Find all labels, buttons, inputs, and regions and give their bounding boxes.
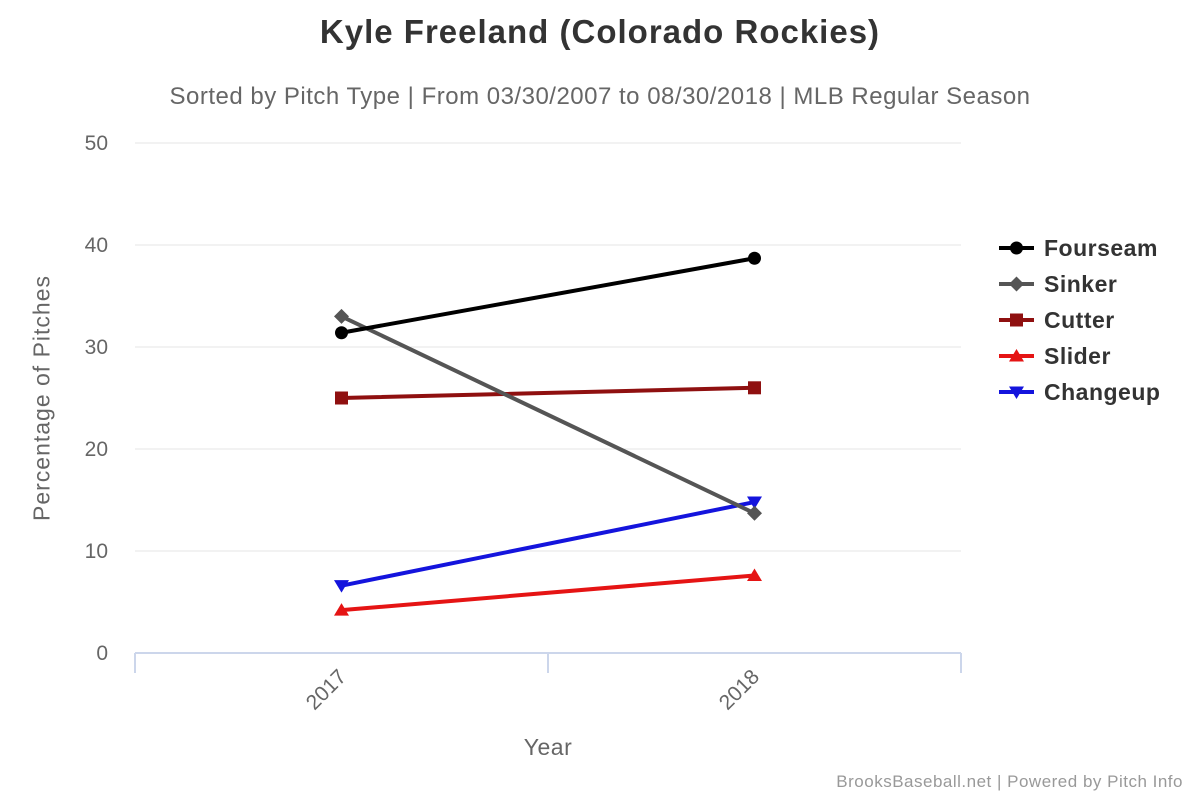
legend-item-slider[interactable]: Slider bbox=[998, 338, 1160, 374]
legend: Fourseam Sinker Cutter Slider Changeup bbox=[998, 230, 1160, 410]
marker-changeup-2018[interactable] bbox=[747, 496, 762, 510]
legend-marker-changeup-icon bbox=[999, 386, 1034, 399]
marker-sinker-2018[interactable] bbox=[747, 505, 762, 521]
marker-fourseam-2018[interactable] bbox=[748, 251, 761, 265]
marker-changeup-2017[interactable] bbox=[334, 580, 349, 593]
series-line-changeup[interactable] bbox=[339, 500, 757, 588]
y-tick-label-40: 40 bbox=[85, 234, 108, 257]
legend-label: Sinker bbox=[1044, 270, 1118, 297]
marker-cutter-2017[interactable] bbox=[335, 391, 348, 405]
x-tick-label-2018: 2018 bbox=[715, 665, 764, 714]
marker-fourseam-2017[interactable] bbox=[335, 326, 348, 340]
series-line-cutter[interactable] bbox=[339, 385, 757, 400]
chart-subtitle: Sorted by Pitch Type | From 03/30/2007 t… bbox=[169, 83, 1031, 110]
legend-item-cutter[interactable]: Cutter bbox=[998, 302, 1160, 338]
x-axis-title: Year bbox=[523, 734, 573, 760]
series-line-slider[interactable] bbox=[339, 573, 757, 613]
legend-marker-sinker-icon bbox=[999, 276, 1034, 292]
y-tick-label-20: 20 bbox=[85, 438, 108, 461]
series-line-sinker[interactable] bbox=[339, 314, 757, 516]
legend-item-changeup[interactable]: Changeup bbox=[998, 374, 1160, 410]
marker-slider-2018[interactable] bbox=[747, 568, 762, 581]
y-tick-label-30: 30 bbox=[85, 336, 108, 359]
series-line-fourseam[interactable] bbox=[339, 256, 757, 335]
y-tick-label-0: 0 bbox=[96, 642, 108, 665]
legend-marker-cutter-icon bbox=[999, 313, 1034, 327]
legend-label: Cutter bbox=[1044, 306, 1115, 333]
legend-label: Fourseam bbox=[1044, 234, 1158, 261]
legend-item-sinker[interactable]: Sinker bbox=[998, 266, 1160, 302]
chart-title: Kyle Freeland (Colorado Rockies) bbox=[319, 13, 881, 50]
marker-sinker-2017[interactable] bbox=[334, 308, 349, 324]
x-tick-label-2017: 2017 bbox=[302, 665, 351, 714]
legend-marker-fourseam-icon bbox=[999, 241, 1034, 255]
legend-marker-slider-icon bbox=[999, 349, 1034, 362]
marker-cutter-2018[interactable] bbox=[748, 381, 761, 395]
y-axis-title: Percentage of Pitches bbox=[28, 274, 55, 522]
footer-credit: BrooksBaseball.net | Powered by Pitch In… bbox=[836, 772, 1183, 791]
y-tick-label-50: 50 bbox=[85, 132, 108, 155]
legend-label: Slider bbox=[1044, 342, 1111, 369]
marker-slider-2017[interactable] bbox=[334, 603, 349, 616]
y-tick-label-10: 10 bbox=[85, 540, 108, 563]
legend-label: Changeup bbox=[1044, 378, 1161, 405]
legend-item-fourseam[interactable]: Fourseam bbox=[998, 230, 1160, 266]
